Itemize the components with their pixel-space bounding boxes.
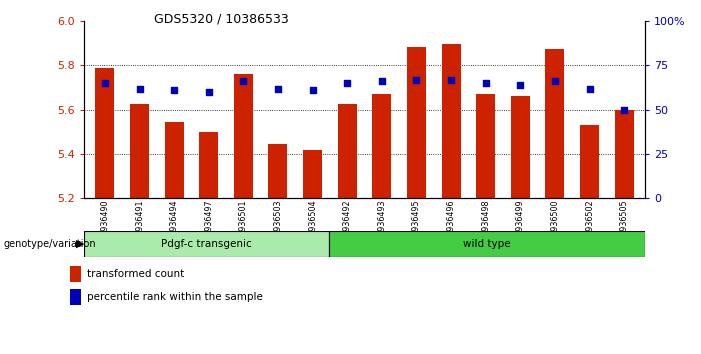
Bar bbox=[545, 49, 564, 198]
Text: GSM936495: GSM936495 bbox=[412, 200, 421, 249]
Point bbox=[238, 79, 249, 84]
Bar bbox=[511, 97, 530, 198]
Point bbox=[341, 80, 353, 86]
Bar bbox=[268, 144, 287, 198]
Text: GSM936505: GSM936505 bbox=[620, 200, 629, 249]
Text: ▶: ▶ bbox=[76, 239, 84, 249]
Point bbox=[618, 107, 629, 113]
Text: GSM936496: GSM936496 bbox=[447, 200, 456, 249]
Text: GSM936501: GSM936501 bbox=[239, 200, 248, 249]
Bar bbox=[84, 231, 329, 257]
Text: GSM936498: GSM936498 bbox=[481, 200, 490, 249]
Text: GSM936490: GSM936490 bbox=[100, 200, 109, 249]
Text: GSM936499: GSM936499 bbox=[516, 200, 525, 249]
Bar bbox=[407, 47, 426, 198]
Bar bbox=[580, 125, 599, 198]
Text: GSM936491: GSM936491 bbox=[135, 200, 144, 249]
Point bbox=[273, 86, 284, 91]
Point bbox=[100, 80, 111, 86]
Text: percentile rank within the sample: percentile rank within the sample bbox=[87, 292, 263, 302]
Text: GDS5320 / 10386533: GDS5320 / 10386533 bbox=[154, 12, 289, 25]
Text: GSM936494: GSM936494 bbox=[170, 200, 179, 249]
Point bbox=[480, 80, 491, 86]
Text: transformed count: transformed count bbox=[87, 269, 184, 279]
Bar bbox=[303, 150, 322, 198]
Bar bbox=[95, 68, 114, 198]
Text: GSM936497: GSM936497 bbox=[204, 200, 213, 249]
Text: GSM936502: GSM936502 bbox=[585, 200, 594, 249]
Text: genotype/variation: genotype/variation bbox=[4, 239, 96, 249]
Point bbox=[376, 79, 388, 84]
Point bbox=[307, 87, 318, 93]
Point bbox=[445, 77, 456, 82]
Bar bbox=[476, 94, 495, 198]
Bar bbox=[338, 104, 357, 198]
Bar bbox=[70, 266, 81, 282]
Point bbox=[168, 87, 179, 93]
Bar bbox=[372, 94, 391, 198]
Point bbox=[203, 89, 215, 95]
Text: GSM936493: GSM936493 bbox=[377, 200, 386, 249]
Text: Pdgf-c transgenic: Pdgf-c transgenic bbox=[161, 239, 252, 249]
Text: GSM936503: GSM936503 bbox=[273, 200, 283, 249]
Bar bbox=[130, 104, 149, 198]
Bar bbox=[442, 45, 461, 198]
Point bbox=[550, 79, 561, 84]
Point bbox=[134, 86, 145, 91]
Bar bbox=[234, 74, 253, 198]
Point bbox=[515, 82, 526, 88]
Point bbox=[584, 86, 595, 91]
Text: wild type: wild type bbox=[463, 239, 511, 249]
Text: GSM936500: GSM936500 bbox=[550, 200, 559, 249]
Bar bbox=[199, 132, 218, 198]
Point bbox=[411, 77, 422, 82]
Bar bbox=[165, 122, 184, 198]
Bar bbox=[329, 231, 645, 257]
Text: GSM936504: GSM936504 bbox=[308, 200, 317, 249]
Bar bbox=[615, 110, 634, 198]
Bar bbox=[70, 289, 81, 304]
Text: GSM936492: GSM936492 bbox=[343, 200, 352, 249]
